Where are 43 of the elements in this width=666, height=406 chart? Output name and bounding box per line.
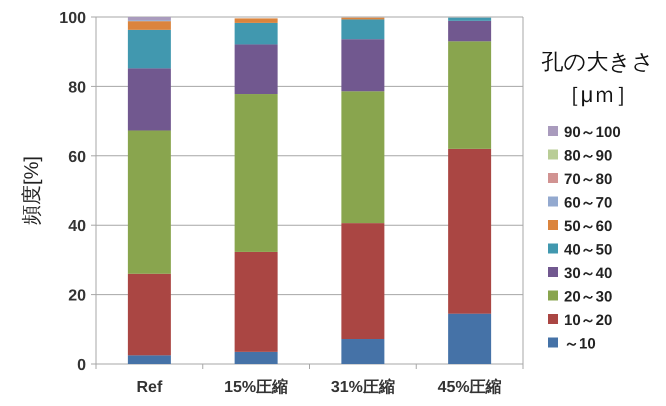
legend-label: 60～70 <box>564 194 612 212</box>
legend-label: ～10 <box>564 336 596 352</box>
bar <box>448 148 492 314</box>
legend-label: 10～20 <box>564 312 612 329</box>
y-tick-label: 0 <box>77 357 86 374</box>
legend-label: 40～50 <box>564 242 612 258</box>
bar <box>234 352 278 364</box>
legend-label: 70～80 <box>564 171 612 188</box>
x-tick-label: 31%圧縮 <box>330 378 395 396</box>
legend-label: 20～30 <box>564 288 612 306</box>
bar <box>341 223 384 340</box>
bar <box>234 18 278 23</box>
bar <box>448 41 492 149</box>
y-tick-label: 80 <box>68 79 86 96</box>
x-tick-label: 15%圧縮 <box>224 378 288 396</box>
bar <box>341 91 384 224</box>
bar <box>234 94 278 252</box>
y-tick-label: 60 <box>68 148 86 166</box>
bar <box>128 130 171 274</box>
legend-label: 50～60 <box>564 218 612 235</box>
bar <box>448 20 492 42</box>
bar <box>341 339 384 364</box>
bar <box>128 274 171 356</box>
bar <box>341 19 384 40</box>
bar <box>234 22 278 44</box>
x-tick-label: 45%圧縮 <box>438 378 502 396</box>
bar <box>128 355 171 364</box>
bar <box>448 314 492 364</box>
legend-title: 孔の大きさ［μｍ］ <box>541 48 655 109</box>
bar <box>128 68 171 130</box>
bar <box>341 39 384 92</box>
legend-label: 80～90 <box>564 148 612 164</box>
bar <box>234 252 278 352</box>
x-tick-label: Ref <box>136 379 163 396</box>
y-tick-label: 20 <box>68 288 86 305</box>
legend-label: 90～100 <box>564 124 621 141</box>
y-tick-label: 100 <box>59 10 86 27</box>
y-tick-label: 40 <box>68 218 86 236</box>
bar <box>448 18 492 21</box>
bar <box>128 30 171 68</box>
y-axis-title: 頻度[%] <box>21 156 43 225</box>
legend-label: 30～40 <box>564 265 612 282</box>
bar <box>234 44 278 94</box>
